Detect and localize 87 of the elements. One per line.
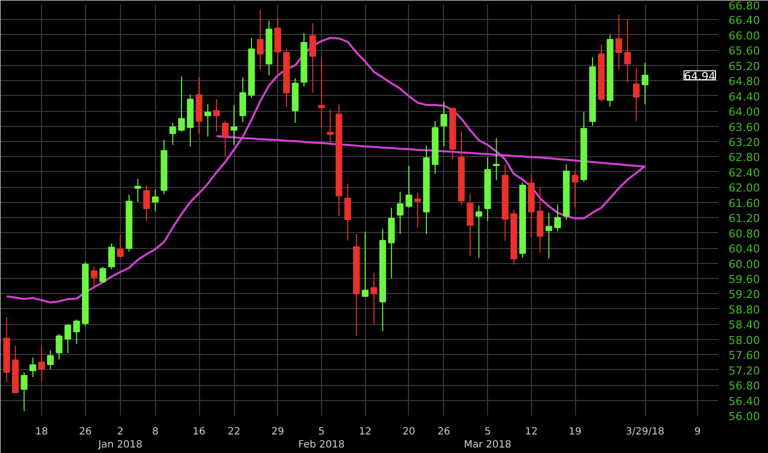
y-tick-label: 61.60 <box>728 196 760 210</box>
candlestick <box>169 122 176 146</box>
y-tick-label: 60.00 <box>728 258 760 271</box>
y-tick-label: 58.00 <box>728 334 760 347</box>
candlestick <box>178 76 185 132</box>
x-tick-label: 18 <box>35 426 48 438</box>
y-tick-label: 63.20 <box>728 136 760 149</box>
candlestick <box>554 204 561 232</box>
candlestick <box>73 319 80 344</box>
candlestick <box>116 234 124 258</box>
candlestick <box>64 324 72 354</box>
candlestick <box>642 62 648 105</box>
x-tick-label: 8 <box>152 426 158 438</box>
y-tick-label: 65.20 <box>728 60 760 73</box>
y-tick-label: 64.00 <box>728 106 760 119</box>
candlestick <box>222 120 229 156</box>
y-tick-label: 58.80 <box>728 303 760 316</box>
candlestick <box>38 346 45 382</box>
x-tick-label: 19 <box>568 426 582 438</box>
y-tick-label: 66.40 <box>728 14 760 28</box>
candlestick <box>143 184 150 222</box>
y-tick-label: 57.60 <box>728 349 760 362</box>
candlestick <box>493 138 500 181</box>
candlestick <box>406 165 412 208</box>
x-tick-label: 5 Mar 2018 <box>464 426 512 451</box>
candlestick <box>213 98 220 132</box>
candlestick <box>30 357 36 378</box>
candlestick <box>326 108 334 144</box>
candlestick <box>362 231 369 297</box>
candlestick <box>572 170 578 208</box>
candlestick <box>99 266 106 284</box>
candlestick <box>545 212 552 260</box>
y-tick-label: 60.80 <box>728 227 760 240</box>
y-tick-label: 58.40 <box>728 318 760 332</box>
y-tick-label: 64.40 <box>728 90 760 104</box>
y-tick-label: 60.40 <box>728 242 760 256</box>
candlestick <box>108 242 115 270</box>
candlestick <box>440 101 448 147</box>
candlestick <box>204 104 212 138</box>
y-tick-label: 62.40 <box>728 166 760 180</box>
candlestick <box>56 334 62 360</box>
candlestick <box>615 14 622 70</box>
y-tick-label: 66.00 <box>728 29 760 42</box>
y-tick-label: 59.20 <box>728 288 760 302</box>
candlestick <box>632 68 640 122</box>
x-tick-label: 5 Feb 2018 <box>298 426 345 451</box>
candlestick <box>344 183 352 241</box>
x-tick-label: 29 <box>271 426 284 438</box>
x-tick-label: 26 <box>78 426 92 438</box>
candlestick <box>230 104 238 146</box>
candlestick <box>20 372 28 412</box>
candlestick <box>256 9 264 70</box>
x-tick-label: 3/29/18 <box>626 426 664 438</box>
y-tick-label: 65.60 <box>728 44 760 58</box>
x-tick-label: 26 <box>438 426 450 438</box>
x-tick-label: 16 <box>192 426 206 438</box>
x-tick-label: 12 <box>358 426 372 438</box>
y-tick-label: 62.80 <box>728 151 760 164</box>
candlestick <box>274 16 282 74</box>
x-tick-label: 20 <box>402 426 416 438</box>
candlestick <box>90 266 98 288</box>
candlestick <box>370 272 378 324</box>
y-tick-label: 64.80 <box>728 75 760 88</box>
y-tick-label: 62.00 <box>728 182 760 195</box>
candlestick <box>309 22 316 94</box>
candlestick <box>414 192 421 228</box>
y-tick-label: 61.20 <box>728 212 760 226</box>
y-tick-label: 63.60 <box>728 120 760 134</box>
x-tick-label: 12 <box>524 426 538 438</box>
candlestick <box>476 204 482 258</box>
candlestick <box>152 188 159 212</box>
y-tick-label: 57.20 <box>728 364 760 378</box>
y-tick-label: 56.80 <box>728 380 760 393</box>
x-tick-label: 22 <box>228 426 240 438</box>
y-tick-label: 56.00 <box>728 410 760 423</box>
candlestick <box>239 77 246 123</box>
x-tick-label: 9 <box>694 426 701 438</box>
candlestick <box>466 192 474 257</box>
candlestick <box>134 178 142 203</box>
candlestick <box>47 350 54 370</box>
candlestick <box>624 18 631 84</box>
candlestick <box>318 56 325 128</box>
y-tick-label: 66.80 <box>728 0 760 12</box>
candlestick <box>396 191 404 234</box>
x-tick-label: 2 Jan 2018 <box>97 426 142 451</box>
y-tick-label: 59.60 <box>728 273 760 286</box>
y-tick-label: 56.40 <box>728 394 760 408</box>
